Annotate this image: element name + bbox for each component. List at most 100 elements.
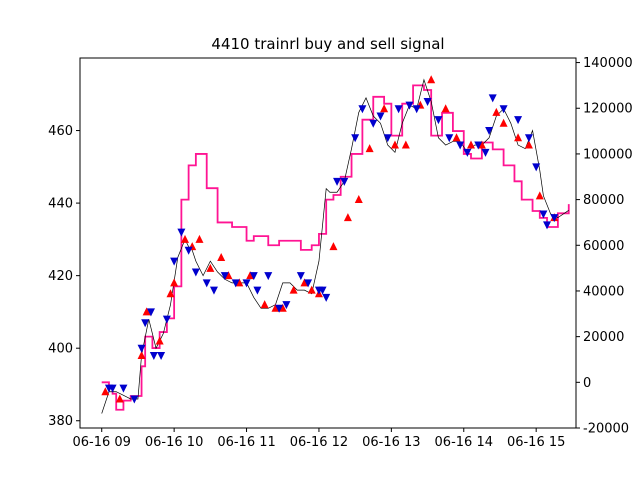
buy-marker <box>166 289 175 298</box>
sell-marker <box>351 134 360 143</box>
sell-marker <box>543 221 552 230</box>
y-left-tick-label: 420 <box>48 269 73 284</box>
y-left-tick-label: 460 <box>48 124 73 139</box>
sell-marker <box>318 286 327 295</box>
sell-marker <box>184 246 193 255</box>
y-right-tick-label: 0 <box>583 376 591 391</box>
buy-marker <box>224 271 233 280</box>
buy-marker <box>343 213 352 222</box>
buy-marker <box>101 387 110 396</box>
axes: 380 400 420 440 460 -20000 0 20000 40000 60000 800… <box>48 56 632 450</box>
sell-marker <box>445 134 454 143</box>
y-right-tick-label: 120000 <box>583 102 633 117</box>
sell-marker <box>383 134 392 143</box>
y-right-tick-label: -20000 <box>583 422 629 437</box>
sell-marker <box>358 105 367 114</box>
x-tick-label: 06-16 13 <box>362 435 420 450</box>
buy-marker <box>137 350 146 359</box>
sell-marker <box>146 308 155 317</box>
buy-marker <box>289 285 298 294</box>
buy-marker <box>427 75 436 84</box>
buy-marker <box>477 140 486 149</box>
sell-marker <box>463 148 472 157</box>
sell-marker <box>141 319 150 328</box>
sell-marker <box>282 301 291 310</box>
buy-marker <box>365 144 374 153</box>
buy-marker <box>142 307 151 316</box>
y-right-tick-label: 20000 <box>583 330 624 345</box>
sell-marker <box>488 94 497 103</box>
sell-marker <box>340 177 349 186</box>
profit-line <box>101 84 570 411</box>
sell-marker <box>202 279 211 288</box>
sell-marker <box>296 272 305 281</box>
x-tick-label: 06-16 12 <box>290 435 348 450</box>
buy-marker <box>441 104 450 113</box>
sell-marker <box>191 268 200 277</box>
buy-marker <box>401 140 410 149</box>
axes-frame <box>79 57 577 429</box>
buy-signal-markers <box>101 75 559 403</box>
y-right-tick-label: 100000 <box>583 147 633 162</box>
y-left-tick-label: 440 <box>48 197 73 212</box>
sell-marker <box>253 286 262 295</box>
x-tick-label: 06-16 09 <box>72 435 130 450</box>
sell-marker <box>333 177 342 186</box>
sell-marker <box>137 344 146 353</box>
x-tick-label: 06-16 11 <box>217 435 275 450</box>
buy-marker <box>195 234 204 243</box>
buy-marker <box>499 118 508 127</box>
sell-marker <box>264 272 273 281</box>
sell-marker <box>249 272 258 281</box>
sell-marker <box>423 98 432 107</box>
buy-marker <box>452 133 461 142</box>
buy-marker <box>467 140 476 149</box>
y-right-tick-label: 80000 <box>583 193 624 208</box>
buy-marker <box>206 263 215 272</box>
buy-marker <box>235 278 244 287</box>
sell-marker <box>304 279 313 288</box>
buy-marker <box>354 194 363 203</box>
sell-marker <box>162 315 171 324</box>
buy-marker <box>492 107 501 116</box>
buy-marker <box>271 303 280 312</box>
buy-marker <box>514 133 523 142</box>
sell-signal-markers <box>104 94 559 404</box>
y-left-tick-label: 380 <box>48 414 73 429</box>
y-right-tick-label: 40000 <box>583 284 624 299</box>
sell-marker <box>209 286 218 295</box>
sell-marker <box>108 384 117 393</box>
y-right-tick-label: 60000 <box>583 239 624 254</box>
sell-marker <box>514 116 523 125</box>
sell-marker <box>539 210 548 219</box>
sell-marker <box>456 141 465 150</box>
buy-marker <box>115 394 124 403</box>
sell-marker <box>275 304 284 313</box>
buy-marker <box>307 285 316 294</box>
sell-marker <box>119 384 128 393</box>
buy-marker <box>260 300 269 309</box>
sell-marker <box>412 105 421 114</box>
sell-marker <box>322 293 331 302</box>
sell-marker <box>130 395 139 404</box>
buy-marker <box>329 242 338 251</box>
buy-marker <box>380 104 389 113</box>
sell-marker <box>481 148 490 157</box>
buy-marker <box>535 191 544 200</box>
buy-marker <box>155 336 164 345</box>
y-right-tick-label: 140000 <box>583 56 633 71</box>
price-line <box>101 78 569 414</box>
sell-marker <box>394 105 403 114</box>
sell-marker <box>242 279 251 288</box>
sell-marker <box>369 119 378 128</box>
sell-marker <box>231 279 240 288</box>
sell-marker <box>524 134 533 143</box>
x-tick-label: 06-16 14 <box>435 435 493 450</box>
buy-marker <box>217 253 226 262</box>
x-tick-label: 06-16 10 <box>145 435 203 450</box>
buy-marker <box>300 278 309 287</box>
sell-marker <box>170 257 179 266</box>
sell-marker <box>149 351 158 360</box>
buy-marker <box>278 303 287 312</box>
